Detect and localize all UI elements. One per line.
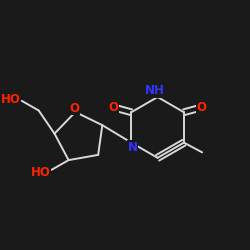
Text: O: O — [108, 101, 118, 114]
Text: O: O — [197, 101, 207, 114]
Text: N: N — [128, 140, 138, 153]
Text: HO: HO — [1, 93, 21, 106]
Text: HO: HO — [31, 166, 50, 179]
Text: O: O — [69, 102, 79, 114]
Text: NH: NH — [145, 84, 165, 98]
